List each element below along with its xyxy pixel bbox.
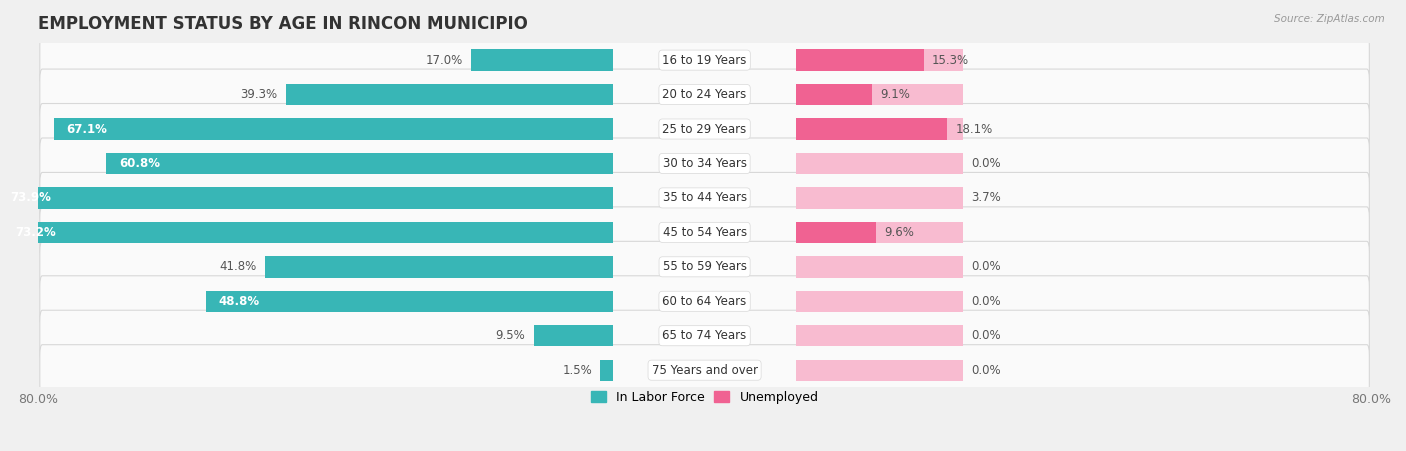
FancyBboxPatch shape: [39, 241, 1369, 292]
Bar: [600, 359, 613, 381]
Text: 0.0%: 0.0%: [972, 329, 1001, 342]
Text: 9.6%: 9.6%: [884, 226, 914, 239]
Bar: [796, 118, 963, 140]
Text: 3.7%: 3.7%: [972, 191, 1001, 204]
Text: 0.0%: 0.0%: [972, 295, 1001, 308]
Bar: [796, 222, 963, 243]
Bar: [796, 325, 963, 346]
Bar: [3, 222, 613, 243]
Bar: [796, 359, 963, 381]
Bar: [534, 325, 613, 346]
Bar: [207, 290, 613, 312]
Bar: [796, 50, 924, 71]
Bar: [796, 187, 963, 209]
FancyBboxPatch shape: [39, 310, 1369, 361]
Text: 17.0%: 17.0%: [426, 54, 463, 67]
Bar: [796, 290, 963, 312]
Text: 73.2%: 73.2%: [15, 226, 56, 239]
Text: 48.8%: 48.8%: [219, 295, 260, 308]
Text: 9.1%: 9.1%: [880, 88, 910, 101]
Bar: [264, 256, 613, 277]
Text: 9.5%: 9.5%: [496, 329, 526, 342]
Text: 45 to 54 Years: 45 to 54 Years: [662, 226, 747, 239]
FancyBboxPatch shape: [39, 207, 1369, 258]
Text: 20 to 24 Years: 20 to 24 Years: [662, 88, 747, 101]
Text: 39.3%: 39.3%: [240, 88, 277, 101]
Bar: [796, 84, 872, 105]
Text: 0.0%: 0.0%: [972, 260, 1001, 273]
Bar: [0, 187, 613, 209]
Bar: [471, 50, 613, 71]
Bar: [53, 118, 613, 140]
Text: 35 to 44 Years: 35 to 44 Years: [662, 191, 747, 204]
Text: 65 to 74 Years: 65 to 74 Years: [662, 329, 747, 342]
Text: EMPLOYMENT STATUS BY AGE IN RINCON MUNICIPIO: EMPLOYMENT STATUS BY AGE IN RINCON MUNIC…: [38, 15, 529, 33]
FancyBboxPatch shape: [39, 345, 1369, 396]
Text: 16 to 19 Years: 16 to 19 Years: [662, 54, 747, 67]
Legend: In Labor Force, Unemployed: In Labor Force, Unemployed: [586, 386, 824, 409]
Text: 25 to 29 Years: 25 to 29 Years: [662, 123, 747, 135]
Bar: [796, 84, 963, 105]
Bar: [796, 153, 963, 174]
Bar: [796, 187, 827, 209]
Text: 55 to 59 Years: 55 to 59 Years: [662, 260, 747, 273]
FancyBboxPatch shape: [39, 104, 1369, 155]
Text: 1.5%: 1.5%: [562, 364, 592, 377]
Text: 18.1%: 18.1%: [955, 123, 993, 135]
Bar: [107, 153, 613, 174]
Text: 73.9%: 73.9%: [10, 191, 51, 204]
FancyBboxPatch shape: [39, 35, 1369, 86]
Text: 60 to 64 Years: 60 to 64 Years: [662, 295, 747, 308]
Text: 41.8%: 41.8%: [219, 260, 256, 273]
Text: 75 Years and over: 75 Years and over: [651, 364, 758, 377]
Text: 67.1%: 67.1%: [66, 123, 107, 135]
Bar: [796, 118, 948, 140]
FancyBboxPatch shape: [39, 276, 1369, 327]
FancyBboxPatch shape: [39, 172, 1369, 223]
Text: Source: ZipAtlas.com: Source: ZipAtlas.com: [1274, 14, 1385, 23]
FancyBboxPatch shape: [39, 138, 1369, 189]
Text: 30 to 34 Years: 30 to 34 Years: [662, 157, 747, 170]
Text: 0.0%: 0.0%: [972, 157, 1001, 170]
Text: 15.3%: 15.3%: [932, 54, 969, 67]
FancyBboxPatch shape: [39, 69, 1369, 120]
Bar: [796, 222, 876, 243]
Bar: [796, 256, 963, 277]
Text: 0.0%: 0.0%: [972, 364, 1001, 377]
Bar: [796, 50, 963, 71]
Bar: [285, 84, 613, 105]
Text: 60.8%: 60.8%: [120, 157, 160, 170]
